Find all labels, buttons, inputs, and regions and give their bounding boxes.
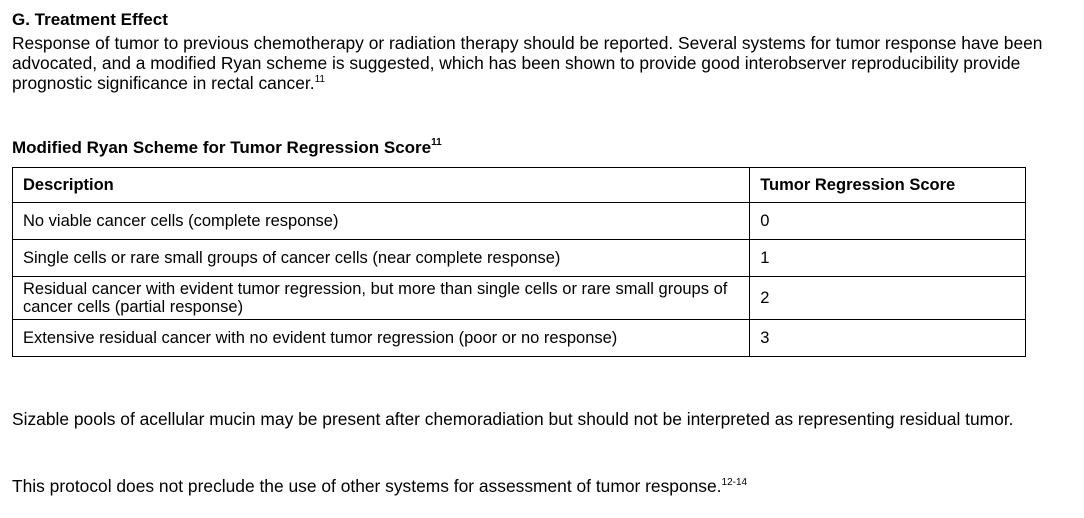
intro-paragraph: Response of tumor to previous chemothera…: [12, 33, 1080, 93]
table-title-reference: 11: [431, 137, 442, 148]
mucin-note: Sizable pools of acellular mucin may be …: [12, 409, 1014, 429]
protocol-note: This protocol does not preclude the use …: [12, 476, 1080, 496]
row-description: Single cells or rare small groups of can…: [11, 239, 751, 277]
protocol-reference: 12-14: [721, 477, 748, 488]
table-header-row: Description Tumor Regression Score: [11, 167, 1026, 203]
table-title: Modified Ryan Scheme for Tumor Regressio…: [12, 138, 442, 158]
table-title-text: Modified Ryan Scheme for Tumor Regressio…: [12, 138, 432, 157]
intro-text: Response of tumor to previous chemothera…: [12, 33, 1043, 93]
table-row: No viable cancer cells (complete respons…: [11, 202, 1026, 240]
row-score: 0: [749, 202, 1026, 240]
section-heading: G. Treatment Effect: [12, 10, 168, 29]
row-description: Residual cancer with evident tumor regre…: [11, 276, 751, 320]
table-row: Extensive residual cancer with no eviden…: [11, 319, 1026, 357]
row-score: 2: [749, 276, 1026, 320]
protocol-note-text: This protocol does not preclude the use …: [12, 476, 722, 496]
row-score: 1: [749, 239, 1026, 277]
header-score: Tumor Regression Score: [749, 167, 1026, 203]
table-row: Residual cancer with evident tumor regre…: [11, 276, 1026, 320]
row-description: No viable cancer cells (complete respons…: [11, 202, 751, 240]
table-row: Single cells or rare small groups of can…: [11, 239, 1026, 277]
regression-score-table: Description Tumor Regression Score No vi…: [11, 167, 1026, 357]
row-description: Extensive residual cancer with no eviden…: [11, 319, 751, 357]
intro-reference: 11: [314, 74, 325, 85]
row-score: 3: [749, 319, 1026, 357]
header-description: Description: [11, 167, 751, 203]
